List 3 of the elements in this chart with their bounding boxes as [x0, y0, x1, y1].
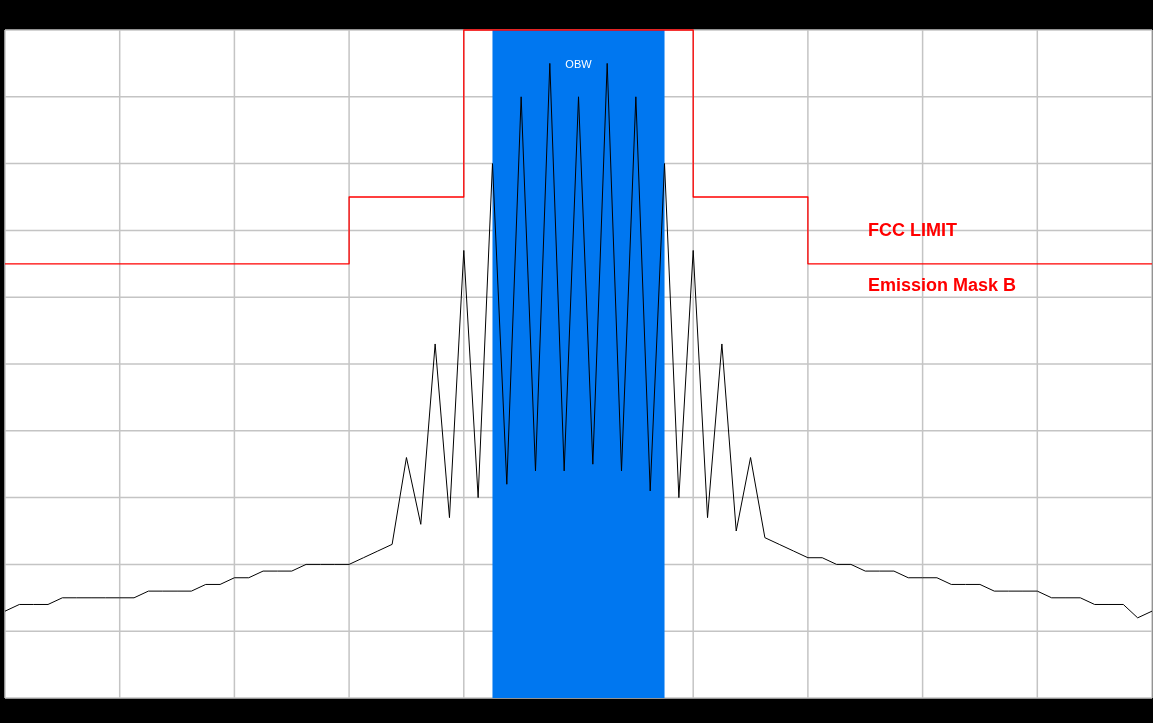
annotation: Emission Mask B — [868, 275, 1017, 295]
annotation: FCC LIMIT — [868, 220, 957, 240]
annotation: OBW — [565, 58, 593, 70]
